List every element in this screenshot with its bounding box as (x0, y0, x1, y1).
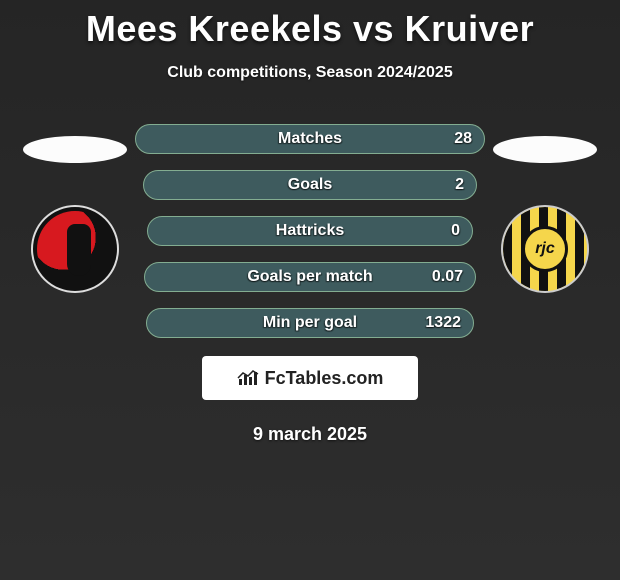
club-badge-left (31, 205, 119, 293)
stat-label-matches: Matches (278, 130, 342, 148)
stat-bar-goals: Goals 2 (143, 170, 477, 200)
comparison-card: Mees Kreekels vs Kruiver Club competitio… (0, 0, 620, 445)
branding-text: FcTables.com (265, 368, 384, 389)
stat-value-goals: 2 (455, 176, 464, 194)
club-badge-right: rjc (501, 205, 589, 293)
stat-label-hat: Hattricks (276, 222, 344, 240)
stat-label-gpm: Goals per match (247, 268, 372, 286)
player-left-avatar (23, 136, 127, 163)
club-badge-right-center: rjc (522, 226, 568, 272)
stat-label-mpg: Min per goal (263, 314, 357, 332)
chart-icon (237, 369, 259, 387)
branding-box: FcTables.com (202, 356, 418, 400)
main-row: Matches 28 Goals 2 Hattricks 0 Goals per match… (0, 124, 620, 354)
page-title: Mees Kreekels vs Kruiver (86, 8, 534, 50)
stat-bar-hat: Hattricks 0 (147, 216, 473, 246)
player-left-column (15, 124, 135, 293)
date-label: 9 march 2025 (253, 424, 367, 445)
stat-bar-matches: Matches 28 (135, 124, 485, 154)
stat-value-gpm: 0.07 (432, 268, 463, 286)
stat-value-mpg: 1322 (425, 314, 461, 332)
club-badge-left-silhouette (67, 224, 91, 276)
stats-column: Matches 28 Goals 2 Hattricks 0 Goals per match… (135, 124, 485, 354)
stat-bar-mpg: Min per goal 1322 (146, 308, 474, 338)
player-right-avatar (493, 136, 597, 163)
stat-label-goals: Goals (288, 176, 332, 194)
page-subtitle: Club competitions, Season 2024/2025 (167, 64, 452, 82)
stat-bar-gpm: Goals per match 0.07 (144, 262, 476, 292)
player-right-column: rjc (485, 124, 605, 293)
stat-value-matches: 28 (454, 130, 472, 148)
stat-value-hat: 0 (451, 222, 460, 240)
